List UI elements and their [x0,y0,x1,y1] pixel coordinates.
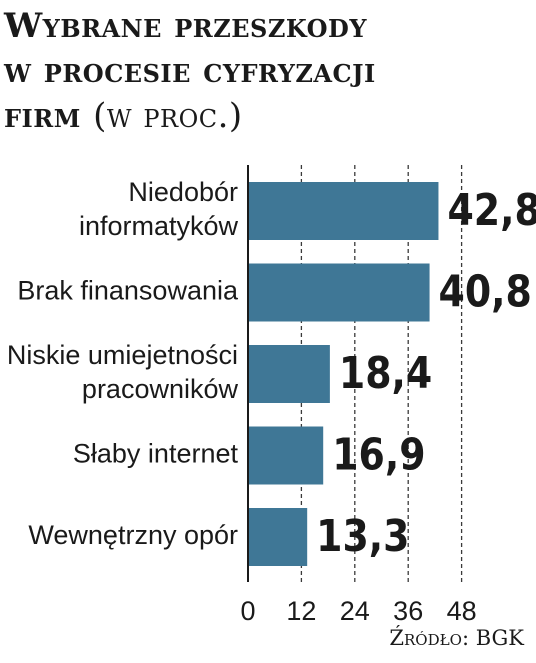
category-label-line: Niedobór [128,177,238,207]
bar-3 [248,426,324,485]
title-unit: (w proc.) [93,96,243,136]
chart-title: Wybrane przeszkody w procesie cyfryzacji… [4,4,532,139]
value-label-0: 42,8 [447,184,536,235]
bar-0 [248,182,439,240]
category-label-line: pracowników [82,374,239,404]
value-label-4: 13,3 [316,510,409,561]
category-label-line: Wewnętrzny opór [28,520,238,550]
value-label-2: 18,4 [339,347,432,398]
category-label-2: Niskie umiejetności pracowników [7,340,239,404]
title-line-1: Wybrane przeszkody [4,6,367,46]
x-tick-label-0: 0 [240,596,255,626]
value-label-1: 40,8 [439,266,532,317]
value-label-3: 16,9 [332,429,425,480]
x-tick-label-48: 48 [447,596,477,626]
title-line-2: w procesie cyfryzacji [4,51,376,91]
category-label-0: Niedobór informatyków [79,177,239,241]
category-label-line: Niskie umiejetności [7,340,238,370]
title-line-3-text: firm [4,96,81,136]
category-label-3: Słaby internet [73,439,239,469]
bar-4 [248,508,308,566]
x-tick-label-24: 24 [340,596,370,626]
x-tick-label-36: 36 [393,596,423,626]
bar-1 [248,263,430,322]
category-label-line: Słaby internet [73,439,239,469]
category-label-4: Wewnętrzny opór [28,520,238,550]
category-label-1: Brak finansowania [17,276,239,306]
bar-2 [248,345,330,403]
category-label-line: informatyków [79,211,239,241]
source-note: Źródło: BGK [389,626,524,650]
category-label-line: Brak finansowania [17,276,239,306]
x-tick-label-12: 12 [286,596,316,626]
title-line-3: firm (w proc.) [4,94,532,139]
